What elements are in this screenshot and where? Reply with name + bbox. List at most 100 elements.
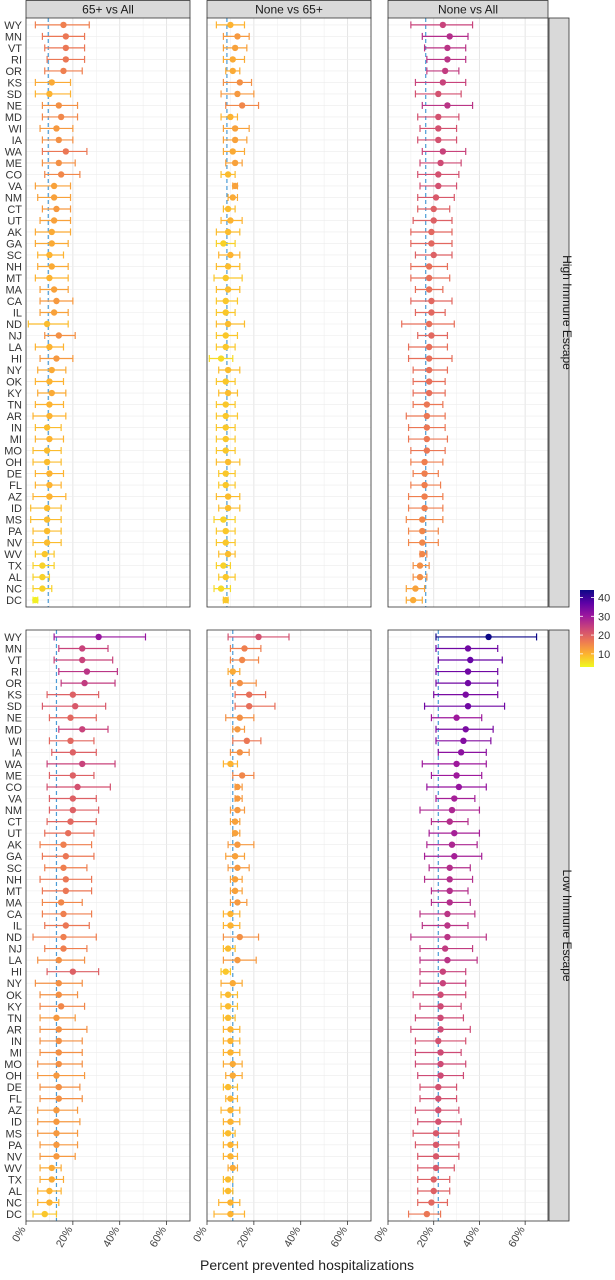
- state-label-nd: ND: [6, 319, 22, 331]
- state-label-va: VA: [8, 181, 23, 193]
- point-nh: [425, 263, 433, 270]
- point-ca: [428, 297, 435, 305]
- point-co: [455, 783, 463, 791]
- estimate-pa: [414, 1141, 460, 1149]
- state-label-ne: NE: [7, 100, 22, 112]
- estimate-nj: [222, 945, 236, 953]
- point-nh: [62, 876, 70, 883]
- point-ne: [67, 714, 74, 721]
- estimate-mn: [435, 644, 499, 652]
- point-sd: [464, 702, 472, 710]
- estimate-ms: [222, 1129, 236, 1137]
- estimate-fl: [225, 1095, 239, 1103]
- state-label-ok: OK: [6, 990, 23, 1002]
- panel-low-immune-escape-none-vs-65plus: [206, 629, 372, 1222]
- state-label-il: IL: [13, 308, 22, 320]
- point-ut: [231, 829, 239, 837]
- point-il: [227, 922, 234, 929]
- estimate-al: [37, 1187, 62, 1195]
- point-fl: [421, 481, 428, 489]
- point-mt: [446, 887, 453, 895]
- row-strip-low-immune-escape: [548, 629, 570, 1222]
- estimate-de: [39, 1083, 81, 1091]
- estimate-wi: [48, 737, 95, 745]
- estimate-nh: [37, 262, 69, 270]
- estimate-mn: [58, 644, 109, 652]
- point-vt: [62, 44, 70, 52]
- point-id: [435, 1118, 442, 1125]
- estimate-ca: [39, 297, 74, 305]
- point-mn: [234, 33, 241, 40]
- point-ne: [444, 102, 451, 109]
- estimate-oh: [417, 1072, 465, 1080]
- point-il: [428, 309, 435, 316]
- point-ga: [220, 240, 227, 247]
- estimate-wv: [227, 1164, 239, 1172]
- point-ga: [48, 240, 55, 247]
- estimate-al: [417, 1187, 451, 1195]
- point-mn: [62, 33, 70, 40]
- point-id: [43, 504, 51, 512]
- estimate-il: [215, 309, 236, 316]
- point-ar: [227, 1026, 234, 1033]
- estimate-sd: [220, 90, 255, 98]
- state-label-sd: SD: [7, 89, 22, 101]
- estimate-sd: [34, 90, 72, 98]
- estimate-wy: [227, 633, 290, 641]
- estimate-ut: [39, 216, 72, 224]
- estimate-ar: [32, 412, 67, 420]
- point-md: [234, 726, 241, 733]
- estimate-tn: [414, 1014, 465, 1022]
- estimate-mi: [414, 1048, 462, 1056]
- point-nv: [227, 1153, 234, 1160]
- state-label-ma: MA: [6, 284, 23, 296]
- estimate-oh: [37, 1072, 86, 1080]
- point-ky: [425, 389, 433, 397]
- estimate-ny: [34, 979, 83, 987]
- point-tn: [53, 1014, 60, 1022]
- point-ia: [69, 749, 77, 756]
- estimate-il: [414, 309, 446, 316]
- state-label-ms: MS: [6, 1128, 23, 1140]
- point-wv: [224, 550, 232, 558]
- state-label-ok: OK: [6, 377, 23, 389]
- estimate-wa: [421, 147, 467, 155]
- point-al: [39, 573, 46, 581]
- estimate-ri: [58, 668, 118, 676]
- point-or: [81, 679, 88, 687]
- panel-border: [206, 17, 372, 608]
- point-ia: [231, 136, 239, 144]
- estimate-in: [222, 1037, 241, 1045]
- point-va: [69, 795, 77, 802]
- estimate-az: [407, 493, 444, 501]
- estimate-ut: [428, 829, 481, 837]
- point-ok: [55, 991, 62, 998]
- state-label-ky: KY: [7, 388, 22, 400]
- estimate-la: [222, 956, 257, 964]
- estimate-tx: [39, 1175, 65, 1183]
- point-or: [60, 67, 67, 75]
- state-label-nj: NJ: [9, 944, 22, 956]
- estimate-ma: [41, 898, 83, 906]
- estimate-ks: [222, 78, 253, 86]
- x-tick-label: 0%: [191, 1224, 209, 1244]
- estimate-nc: [417, 1199, 449, 1207]
- estimate-ne: [225, 714, 255, 722]
- point-mo: [55, 1060, 62, 1068]
- estimate-ky: [412, 389, 446, 397]
- point-fl: [46, 481, 53, 489]
- point-ia: [55, 136, 62, 144]
- x-tick-label: 40%: [101, 1224, 123, 1249]
- point-sc: [430, 251, 437, 259]
- point-me: [231, 159, 239, 167]
- panel-border: [387, 629, 549, 1222]
- estimate-tn: [215, 401, 236, 409]
- estimate-md: [220, 113, 239, 121]
- point-tn: [224, 1014, 232, 1022]
- point-pa: [419, 527, 426, 535]
- estimate-id: [37, 1118, 81, 1126]
- estimate-mo: [215, 447, 236, 455]
- estimate-nh: [39, 875, 93, 883]
- point-nm: [69, 806, 77, 814]
- estimate-tx: [417, 1175, 451, 1183]
